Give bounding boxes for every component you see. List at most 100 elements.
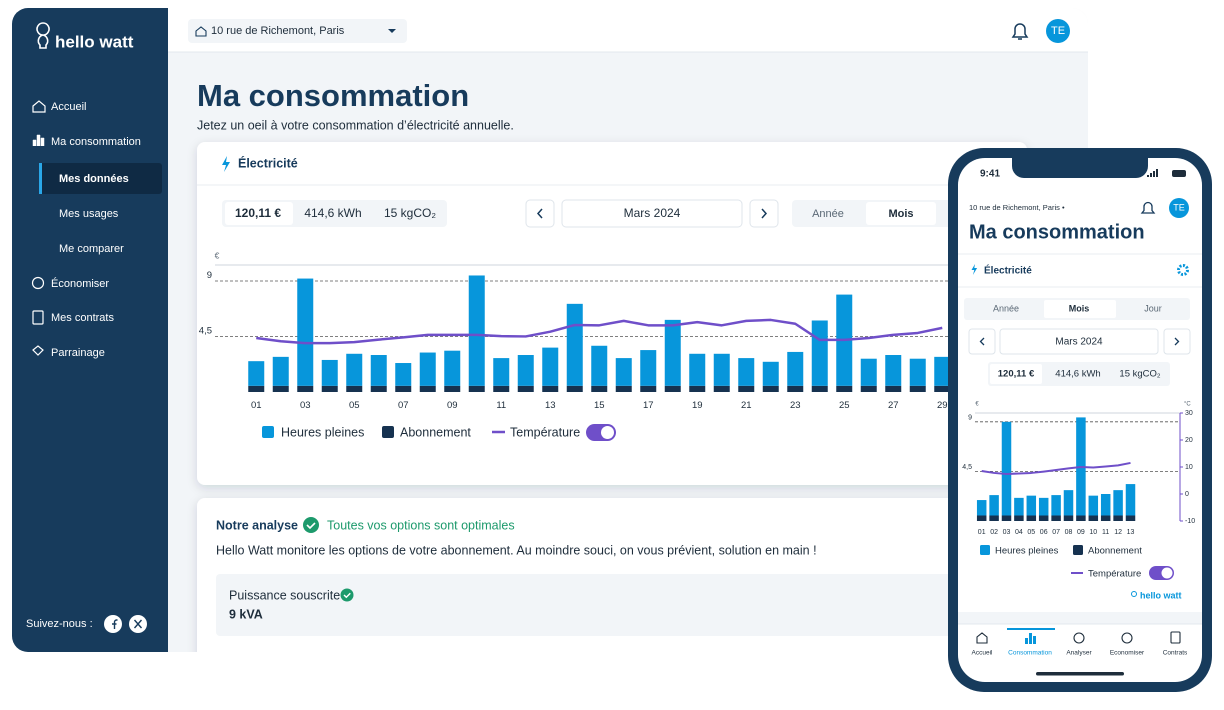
bar <box>370 355 387 386</box>
caret <box>388 29 396 33</box>
phone-tab[interactable]: Année <box>993 303 1019 313</box>
period-box[interactable] <box>561 199 743 228</box>
legend-swatch <box>1073 545 1083 555</box>
bar <box>1113 515 1123 521</box>
period: Mars 2024 <box>624 206 681 220</box>
x-tick-label: 13 <box>545 400 556 411</box>
x-tick-label: 27 <box>888 400 899 411</box>
phone-next[interactable] <box>1163 328 1191 355</box>
legend-swatch <box>262 426 274 438</box>
x-tick-label: 05 <box>349 400 360 411</box>
phone-tab[interactable]: Jour <box>1144 303 1162 313</box>
bar <box>976 515 987 521</box>
bar <box>615 358 632 386</box>
bar <box>566 303 583 386</box>
nav-item[interactable]: Parrainage <box>51 347 105 359</box>
bar <box>444 350 461 386</box>
bar <box>1088 495 1099 516</box>
phone-tab[interactable]: Mois <box>1069 303 1090 313</box>
settings-icon[interactable] <box>1177 264 1189 276</box>
address-select[interactable] <box>188 19 407 43</box>
y-tick-label: 4,5 <box>199 325 212 336</box>
phone-period: Mars 2024 <box>1055 337 1103 348</box>
x-tick-label: 09 <box>447 400 458 411</box>
bar <box>689 385 706 392</box>
nav-icon <box>31 276 45 290</box>
x-tick-label: 29 <box>937 400 948 411</box>
bar <box>1001 515 1012 521</box>
bar <box>1125 484 1136 516</box>
bar <box>1051 495 1061 516</box>
bar <box>517 355 534 386</box>
phone-bell[interactable] <box>1140 201 1156 214</box>
legend-label: Heures pleines <box>995 546 1059 557</box>
stat-cost: 120,11 € <box>235 206 281 220</box>
nav-item[interactable]: Ma consommation <box>51 136 141 148</box>
bar <box>1100 515 1111 521</box>
bar <box>640 385 657 392</box>
x-tick-label: 03 <box>1003 529 1011 536</box>
nav-item[interactable]: Mes usages <box>59 208 119 220</box>
bar <box>762 361 779 386</box>
phone-nav-item[interactable]: Consommation <box>1008 650 1052 657</box>
y2-tick-label: 0 <box>1185 491 1189 498</box>
bar <box>976 500 987 516</box>
bar <box>860 385 877 392</box>
y2-axis-unit: °C <box>1184 402 1191 408</box>
nav-icon <box>32 134 45 146</box>
bar <box>395 363 412 386</box>
bar <box>370 385 387 392</box>
bar <box>836 385 853 392</box>
y2-tick-label: 10 <box>1185 464 1193 471</box>
legend-label: Abonnement <box>400 425 471 439</box>
phone-address: 10 rue de Richemont, Paris • <box>969 203 1065 212</box>
phone-nav-item[interactable]: Contrats <box>1163 650 1188 657</box>
phone-nav-item[interactable]: Analyser <box>1066 650 1092 657</box>
x-tick-label: 21 <box>741 400 752 411</box>
bar <box>762 385 779 392</box>
y-tick-label: 9 <box>968 414 972 421</box>
avatar[interactable] <box>1046 19 1070 43</box>
x-tick-label: 15 <box>594 400 605 411</box>
bar <box>664 319 681 386</box>
avatar-initials: TE <box>1051 25 1065 37</box>
bell-icon[interactable] <box>1011 23 1029 40</box>
phone-nav-item[interactable]: Accueil <box>972 650 994 657</box>
nav-item[interactable]: Accueil <box>51 101 86 113</box>
nav-icon <box>1121 632 1133 644</box>
bar <box>934 356 951 386</box>
phone-period-box[interactable] <box>999 328 1159 355</box>
y2-tick-label: -10 <box>1185 518 1195 525</box>
bar <box>542 347 559 386</box>
bar <box>248 385 265 392</box>
prev-button[interactable] <box>525 199 555 228</box>
tab[interactable]: Mois <box>888 208 913 220</box>
nav-item[interactable]: Économiser <box>51 277 109 290</box>
analysis-title: Notre analyse <box>216 518 298 532</box>
bar <box>1026 495 1037 516</box>
y2-tick-label: 30 <box>1185 410 1193 417</box>
tab[interactable]: Année <box>812 208 844 220</box>
phone-stat-co2: 15 kgCO₂ <box>1119 369 1160 380</box>
y-axis-unit: € <box>215 250 220 260</box>
nav-item[interactable]: Me comparer <box>59 243 124 255</box>
nav-item[interactable]: Mes contrats <box>51 312 114 324</box>
bar <box>787 351 804 386</box>
phone-avatar[interactable] <box>1169 198 1189 218</box>
nav-item[interactable]: Mes données <box>59 173 129 185</box>
phone-prev[interactable] <box>968 328 996 355</box>
phone-notch <box>1012 158 1148 178</box>
bar <box>664 385 681 392</box>
next-button[interactable] <box>749 199 779 228</box>
bar <box>885 355 902 386</box>
phone-nav-item[interactable]: Economiser <box>1110 650 1145 657</box>
nav-icon <box>32 310 44 325</box>
x-tick-label: 08 <box>1065 529 1073 536</box>
x-tick-label: 11 <box>1102 529 1109 536</box>
nav-active-bg <box>39 163 162 194</box>
bar <box>1088 515 1099 521</box>
facebook-icon <box>112 619 118 629</box>
legend-label: Heures pleines <box>281 425 364 439</box>
option-value: 9 kVA <box>229 607 263 621</box>
